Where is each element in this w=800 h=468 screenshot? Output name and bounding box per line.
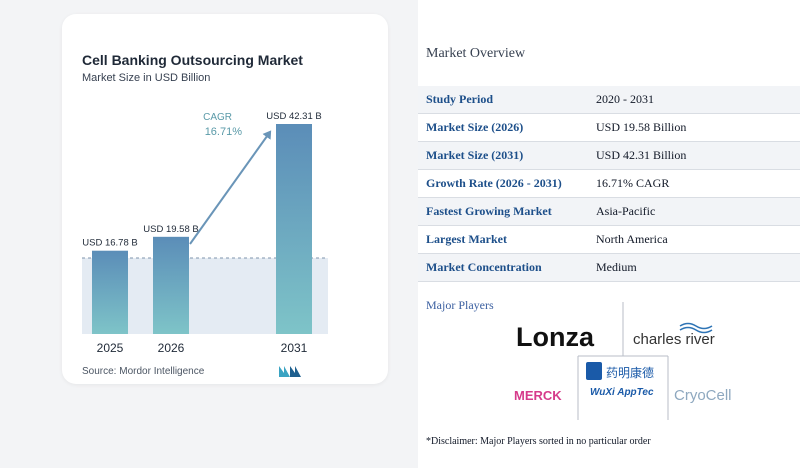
lonza-logo: Lonza (516, 322, 595, 352)
charles-river-wave-icon (679, 322, 713, 330)
row-value: Medium (596, 260, 637, 274)
category-label-2025: 2025 (97, 341, 124, 355)
table-row: Market Concentration Medium (418, 254, 800, 282)
cagr-label: CAGR (203, 112, 232, 123)
charles-river-logo: charles river (633, 322, 715, 348)
chart-title: Cell Banking Outsourcing Market (82, 52, 303, 68)
major-players-logos: Lonza charles river MERCK 药明康德 WuXi AppT… (514, 302, 732, 420)
value-label-2026: USD 19.58 B (143, 224, 198, 235)
row-value: North America (596, 232, 668, 246)
chart-subtitle: Market Size in USD Billion (82, 72, 211, 84)
table-row: Growth Rate (2026 - 2031) 16.71% CAGR (418, 170, 800, 198)
market-overview-panel: Market Overview Study Period 2020 - 2031 … (418, 0, 800, 468)
svg-text:WuXi AppTec: WuXi AppTec (590, 387, 654, 398)
value-label-2031: USD 42.31 B (266, 111, 321, 122)
bar-2026 (153, 236, 189, 334)
row-label: Market Size (2031) (426, 148, 524, 162)
bar-2031 (276, 124, 312, 334)
table-row: Market Size (2026) USD 19.58 Billion (418, 114, 800, 142)
value-label-2025: USD 16.78 B (82, 238, 137, 249)
bar-2025 (92, 250, 128, 334)
overview-table: Study Period 2020 - 2031 Market Size (202… (418, 86, 800, 282)
row-value: USD 42.31 Billion (596, 148, 687, 162)
row-label: Market Concentration (426, 260, 542, 274)
wuxi-apptec-logo: 药明康德 WuXi AppTec (586, 362, 654, 398)
row-value: 16.71% CAGR (596, 176, 670, 190)
svg-text:药明康德: 药明康德 (606, 365, 654, 380)
merck-logo: MERCK (514, 388, 562, 403)
category-label-2026: 2026 (158, 341, 185, 355)
table-row: Market Size (2031) USD 42.31 Billion (418, 142, 800, 170)
svg-text:charles river: charles river (633, 331, 715, 348)
row-label: Market Size (2026) (426, 120, 524, 134)
bar-chart: USD 16.78 B USD 19.58 B USD 42.31 B 2025 20… (82, 111, 328, 355)
category-label-2031: 2031 (281, 341, 308, 355)
cagr-arrow (189, 130, 272, 245)
row-label: Largest Market (426, 232, 507, 246)
mordor-logo-icon (279, 366, 301, 377)
cagr-value: 16.71% (205, 126, 243, 138)
table-row: Largest Market North America (418, 226, 800, 254)
source-text: Source: Mordor Intelligence (82, 366, 205, 377)
major-players-title: Major Players (426, 298, 494, 312)
row-value: USD 19.58 Billion (596, 120, 687, 134)
row-value: 2020 - 2031 (596, 92, 654, 106)
overview-title: Market Overview (426, 46, 526, 61)
cryocell-logo: CryoCell (674, 387, 732, 404)
table-row: Study Period 2020 - 2031 (418, 86, 800, 114)
row-label: Growth Rate (2026 - 2031) (426, 176, 562, 190)
row-label: Study Period (426, 92, 494, 106)
row-value: Asia-Pacific (596, 204, 656, 218)
chart-card: Cell Banking Outsourcing Market Market S… (62, 14, 388, 384)
row-label: Fastest Growing Market (426, 204, 552, 218)
table-row: Fastest Growing Market Asia-Pacific (418, 198, 800, 226)
disclaimer-text: *Disclaimer: Major Players sorted in no … (426, 436, 651, 447)
